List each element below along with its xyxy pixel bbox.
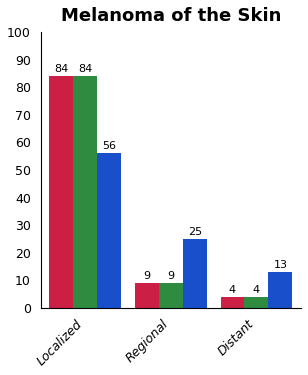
Bar	[97, 153, 121, 308]
Text: 9: 9	[167, 271, 174, 281]
Text: 25: 25	[188, 227, 202, 237]
Bar	[245, 297, 269, 308]
Text: 13: 13	[274, 260, 287, 270]
Bar	[183, 239, 207, 308]
Text: 84: 84	[78, 64, 92, 74]
Text: 4: 4	[253, 285, 260, 295]
Text: 56: 56	[102, 141, 116, 151]
Bar	[73, 76, 97, 308]
Text: 84: 84	[54, 64, 68, 74]
Bar	[49, 76, 73, 308]
Bar	[135, 283, 159, 308]
Bar	[221, 297, 245, 308]
Text: 9: 9	[143, 271, 150, 281]
Text: 4: 4	[229, 285, 236, 295]
Bar	[269, 272, 293, 308]
Title: Melanoma of the Skin: Melanoma of the Skin	[61, 7, 281, 25]
Bar	[159, 283, 183, 308]
